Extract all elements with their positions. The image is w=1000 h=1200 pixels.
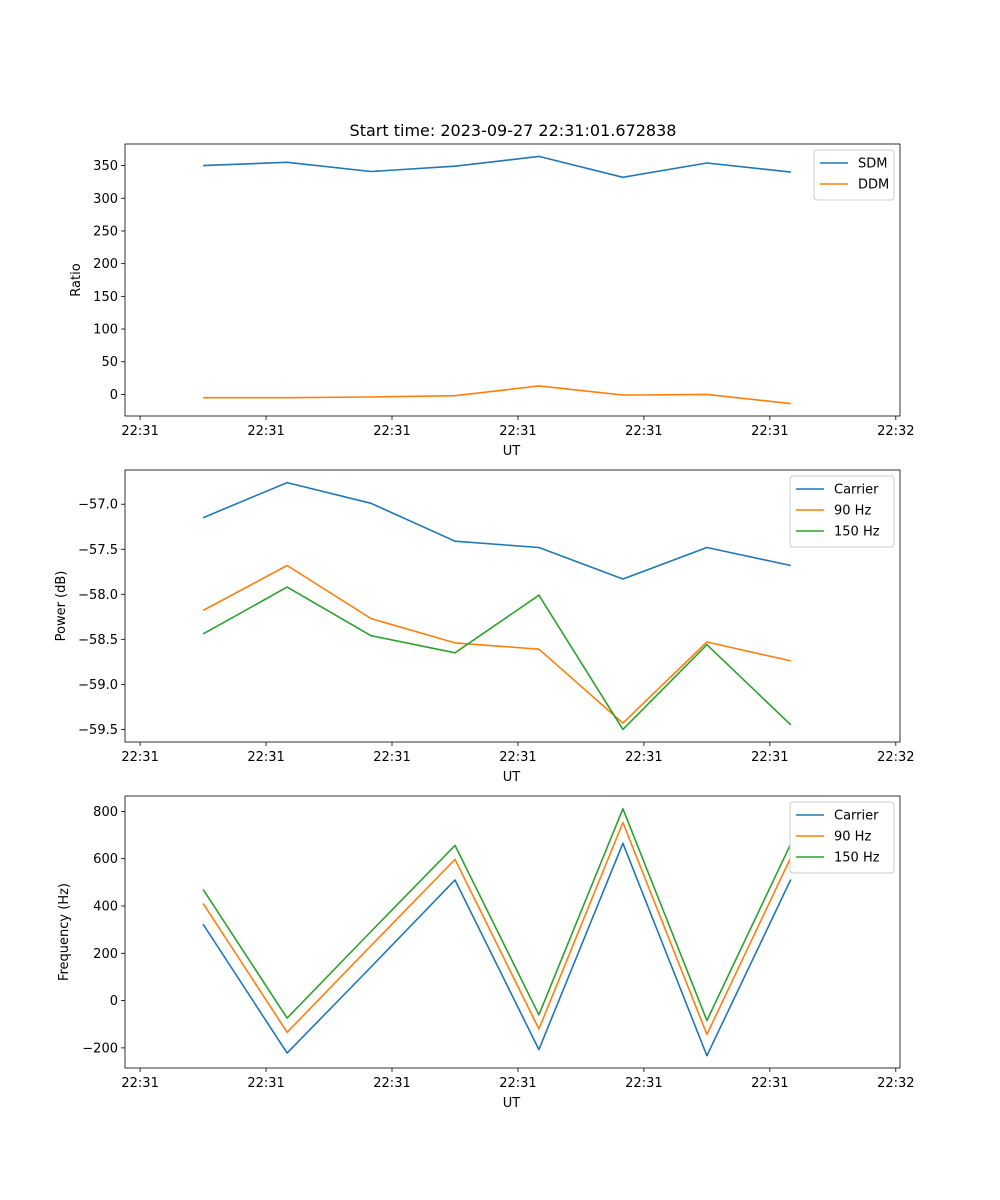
power-x-tick-label: 22:31 <box>247 750 284 765</box>
power-panel: 22:31 22:31 22:31 22:31 22:31 22:31 22:32 −57.0… <box>54 469 915 785</box>
figure-title: Start time: 2023-09-27 22:31:01.672838 <box>350 121 677 140</box>
ratio-y-tick-label: 0 <box>110 388 118 403</box>
ratio-x-tick-label: 22:31 <box>751 424 788 439</box>
power-legend-label-150-hz: 150 Hz <box>834 525 880 540</box>
power-series-150-hz-line <box>202 586 792 731</box>
frequency-legend: Carrier 90 Hz 150 Hz <box>789 801 895 874</box>
ratio-x-tick-label: 22:31 <box>373 424 410 439</box>
power-legend-box <box>789 475 895 548</box>
frequency-x-tick-label: 22:31 <box>247 1076 284 1091</box>
ratio-legend-label-sdm: SDM <box>858 157 887 172</box>
frequency-y-tick-label: 400 <box>93 899 118 914</box>
ratio-y-axis-label: Ratio <box>69 263 84 296</box>
ratio-y-tick-label: 200 <box>93 257 118 272</box>
power-series-carrier-line <box>202 481 791 580</box>
ratio-y-tick-label: 50 <box>101 355 118 370</box>
frequency-y-tick-label: −200 <box>82 1041 118 1056</box>
ratio-y-tick-label: 300 <box>93 192 118 207</box>
frequency-legend-label-carrier: Carrier <box>834 809 879 824</box>
ratio-x-tick-label: 22:32 <box>877 424 914 439</box>
ratio-x-tick-label: 22:31 <box>625 424 662 439</box>
ratio-y-tick-label: 250 <box>93 224 118 239</box>
frequency-x-tick-label: 22:31 <box>751 1076 788 1091</box>
power-y-tick-label: −58.0 <box>78 588 118 603</box>
power-x-tick-label: 22:31 <box>121 750 158 765</box>
power-y-tick-label: −59.0 <box>78 678 118 693</box>
ratio-series-ddm-line <box>203 385 791 405</box>
power-legend: Carrier 90 Hz 150 Hz <box>789 475 895 548</box>
ratio-x-axis-label: UT <box>503 444 521 459</box>
frequency-legend-label-90-hz: 90 Hz <box>834 830 871 845</box>
power-x-tick-label: 22:31 <box>751 750 788 765</box>
frequency-y-axis-label: Frequency (Hz) <box>57 883 72 981</box>
frequency-x-tick-label: 22:31 <box>373 1076 410 1091</box>
power-y-tick-label: −57.0 <box>78 498 118 513</box>
power-axes-frame <box>124 469 901 743</box>
frequency-series-90-hz-line <box>202 821 792 1036</box>
frequency-y-tick-label: 0 <box>110 994 118 1009</box>
power-y-tick-label: −58.5 <box>78 633 118 648</box>
power-x-tick-label: 22:31 <box>625 750 662 765</box>
power-legend-label-90-hz: 90 Hz <box>834 504 871 519</box>
power-y-tick-label: −59.5 <box>78 723 118 738</box>
power-y-axis-label: Power (dB) <box>54 571 69 642</box>
frequency-x-tick-label: 22:31 <box>625 1076 662 1091</box>
ratio-y-tick-label: 350 <box>93 159 118 174</box>
ratio-y-tick-label: 150 <box>93 290 118 305</box>
frequency-legend-box <box>789 801 895 874</box>
power-x-tick-label: 22:31 <box>499 750 536 765</box>
frequency-axes-frame <box>124 795 901 1069</box>
power-x-tick-label: 22:31 <box>373 750 410 765</box>
ratio-panel: 22:31 22:31 22:31 22:31 22:31 22:31 22:32 0 50 10… <box>69 143 915 459</box>
frequency-y-tick-label: 600 <box>93 852 118 867</box>
frequency-y-tick-label: 800 <box>93 805 118 820</box>
frequency-x-tick-label: 22:31 <box>121 1076 158 1091</box>
power-y-tick-label: −57.5 <box>78 543 118 558</box>
frequency-x-tick-label: 22:31 <box>499 1076 536 1091</box>
frequency-legend-label-150-hz: 150 Hz <box>834 851 880 866</box>
ratio-axes-frame <box>124 143 901 417</box>
power-x-tick-label: 22:32 <box>877 750 914 765</box>
power-x-axis-label: UT <box>503 770 521 785</box>
ratio-x-tick-label: 22:31 <box>499 424 536 439</box>
frequency-series-150-hz-line <box>202 807 792 1022</box>
ratio-y-tick-label: 100 <box>93 323 118 338</box>
ratio-x-tick-label: 22:31 <box>121 424 158 439</box>
power-series-90-hz-line <box>202 564 791 724</box>
ratio-series-sdm-line <box>203 155 791 179</box>
frequency-x-tick-label: 22:32 <box>877 1076 914 1091</box>
power-legend-label-carrier: Carrier <box>834 483 879 498</box>
ratio-legend-label-ddm: DDM <box>858 178 889 193</box>
frequency-x-axis-label: UT <box>503 1096 521 1111</box>
frequency-panel: 22:31 22:31 22:31 22:31 22:31 22:31 22:32 −200 0… <box>57 795 915 1111</box>
frequency-series-carrier-line <box>202 842 792 1057</box>
ratio-x-tick-label: 22:31 <box>247 424 284 439</box>
frequency-y-tick-label: 200 <box>93 947 118 962</box>
ratio-legend: SDM DDM <box>813 149 895 201</box>
